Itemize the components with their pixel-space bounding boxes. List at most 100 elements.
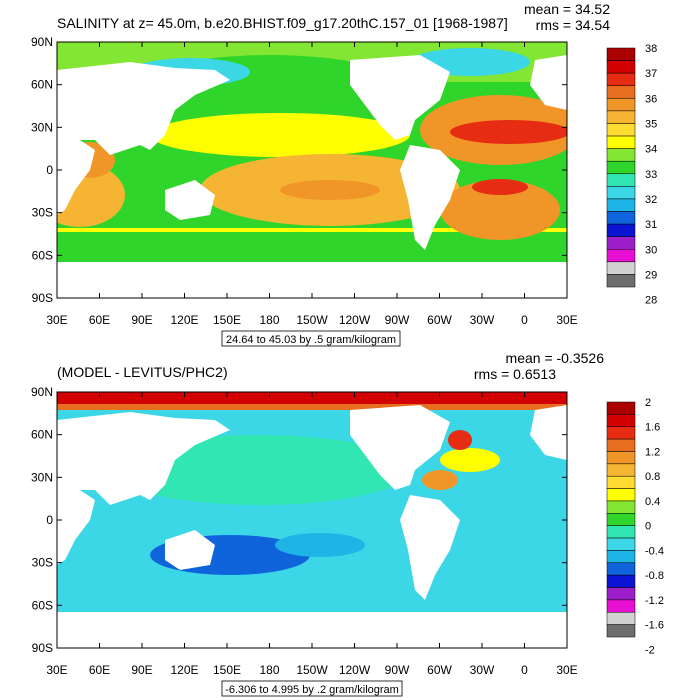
land-north-america xyxy=(350,55,450,140)
x-tick-label: 30E xyxy=(46,663,67,677)
colorbar-swatch xyxy=(606,537,636,551)
colorbar-label: 0 xyxy=(645,521,651,533)
y-axis: 90N 60N 30N 0 30S 60S 90S xyxy=(31,385,567,655)
labrador-high xyxy=(448,430,472,450)
south-pacific-core xyxy=(280,180,380,200)
colorbar-swatch xyxy=(606,148,636,162)
salinity-panel: SALINITY at z= 45.0m, b.e20.BHIST.f09_g1… xyxy=(31,1,657,347)
mean-label: mean = 34.52 xyxy=(524,1,610,17)
colorbar-label: 0.4 xyxy=(645,496,660,508)
colorbar-label: 32 xyxy=(645,194,657,206)
colorbar-swatch xyxy=(606,249,636,263)
x-tick-label: 30E xyxy=(46,313,67,327)
y-tick-label: 30N xyxy=(31,470,53,484)
colorbar-label: 34 xyxy=(645,144,657,156)
x-tick-label: 0 xyxy=(521,663,528,677)
colorbar: 38 37 36 35 34 33 32 31 30 29 28 xyxy=(606,43,657,307)
land-south-america xyxy=(400,145,460,250)
y-tick-label: 30N xyxy=(31,120,53,134)
colorbar-swatch xyxy=(606,85,636,99)
x-tick-label: 150E xyxy=(213,663,241,677)
rms-label: rms = 0.6513 xyxy=(474,366,556,382)
y-tick-label: 90N xyxy=(31,35,53,49)
colorbar-swatch xyxy=(606,624,636,638)
colorbar-swatch xyxy=(606,438,636,452)
rms-label: rms = 34.54 xyxy=(536,17,611,33)
x-tick-label: 150E xyxy=(213,313,241,327)
y-tick-label: 30S xyxy=(32,206,53,220)
south-atlantic-orange xyxy=(440,180,560,240)
colorbar-swatch xyxy=(606,160,636,175)
north-atlantic-high xyxy=(440,448,500,472)
colorbar-swatch xyxy=(606,198,636,212)
panel-title: SALINITY at z= 45.0m, b.e20.BHIST.f09_g1… xyxy=(57,15,508,31)
x-tick-label: 120E xyxy=(170,313,198,327)
colorbar-swatch xyxy=(606,426,636,440)
colorbar-swatch xyxy=(606,525,636,539)
y-tick-label: 90N xyxy=(31,385,53,399)
x-axis: 30E 60E 90E 120E 150E 180 150W 120W 90W 60W 30W 0 30… xyxy=(46,392,578,677)
colorbar-swatch xyxy=(606,550,636,564)
x-tick-label: 150W xyxy=(296,663,328,677)
colorbar-swatch xyxy=(606,562,636,576)
x-tick-label: 90W xyxy=(385,663,410,677)
land-africa xyxy=(57,478,95,565)
y-tick-label: 60N xyxy=(31,428,53,442)
y-tick-label: 90S xyxy=(32,641,53,655)
colorbar-label: 38 xyxy=(645,43,657,55)
colorbar-swatch xyxy=(606,123,636,137)
colorbar-swatch xyxy=(606,401,636,415)
colorbar-swatch xyxy=(606,211,636,225)
colorbar-swatch xyxy=(606,186,636,200)
colorbar-label: -2 xyxy=(645,644,655,656)
north-atlantic-core xyxy=(450,120,567,144)
x-tick-label: 60E xyxy=(89,313,110,327)
colorbar-label: 37 xyxy=(645,68,657,80)
y-tick-label: 60S xyxy=(32,248,53,262)
land-europe-africa xyxy=(530,55,567,110)
land-africa xyxy=(57,128,95,215)
colorbar-label: 28 xyxy=(645,295,657,307)
colorbar-label: 0.8 xyxy=(645,471,660,483)
y-tick-label: 90S xyxy=(32,291,53,305)
colorbar-swatch xyxy=(606,110,636,124)
land-australia xyxy=(165,530,215,570)
colorbar-label: -0.8 xyxy=(645,570,664,582)
map-field xyxy=(57,392,567,648)
colorbar-swatch xyxy=(606,135,636,149)
x-tick-label: 30W xyxy=(470,313,495,327)
colorbar-swatch xyxy=(606,274,636,288)
colorbar-swatch xyxy=(606,98,636,112)
colorbar-label: 29 xyxy=(645,269,657,281)
x-tick-label: 150W xyxy=(296,313,328,327)
colorbar-swatch xyxy=(606,60,636,74)
x-tick-label: 90E xyxy=(131,663,152,677)
mean-label: mean = -0.3526 xyxy=(506,350,605,366)
contour-range-label: 24.64 to 45.03 by .5 gram/kilogram xyxy=(226,334,396,346)
colorbar-swatch xyxy=(606,475,636,489)
colorbar-label: 36 xyxy=(645,93,657,105)
colorbar-swatch xyxy=(606,463,636,477)
land-europe-africa xyxy=(530,405,567,460)
colorbar-swatch xyxy=(606,236,636,250)
x-tick-label: 120W xyxy=(339,663,371,677)
x-tick-label: 60W xyxy=(427,663,452,677)
land-antarctica xyxy=(57,612,567,648)
colorbar-swatch xyxy=(606,574,636,588)
arctic-orange-band xyxy=(57,404,567,410)
colorbar-swatch xyxy=(606,72,636,86)
colorbar-swatch xyxy=(606,587,636,601)
colorbar-swatch xyxy=(606,599,636,613)
colorbar-swatch xyxy=(606,451,636,465)
x-tick-label: 180 xyxy=(259,663,279,677)
x-tick-label: 30E xyxy=(556,663,577,677)
colorbar-label: 35 xyxy=(645,118,657,130)
colorbar-swatch xyxy=(606,488,636,502)
x-tick-label: 30E xyxy=(556,313,577,327)
colorbar-label: 30 xyxy=(645,244,657,256)
x-axis: 30E 60E 90E 120E 150E 180 150W 120W 90W 60W 30W 0 30… xyxy=(46,42,578,327)
y-tick-label: 30S xyxy=(32,556,53,570)
colorbar-label: -1.6 xyxy=(645,620,664,632)
contour-range-box: -6.306 to 4.995 by .2 gram/kilogram xyxy=(221,680,403,697)
y-tick-label: 0 xyxy=(46,163,53,177)
